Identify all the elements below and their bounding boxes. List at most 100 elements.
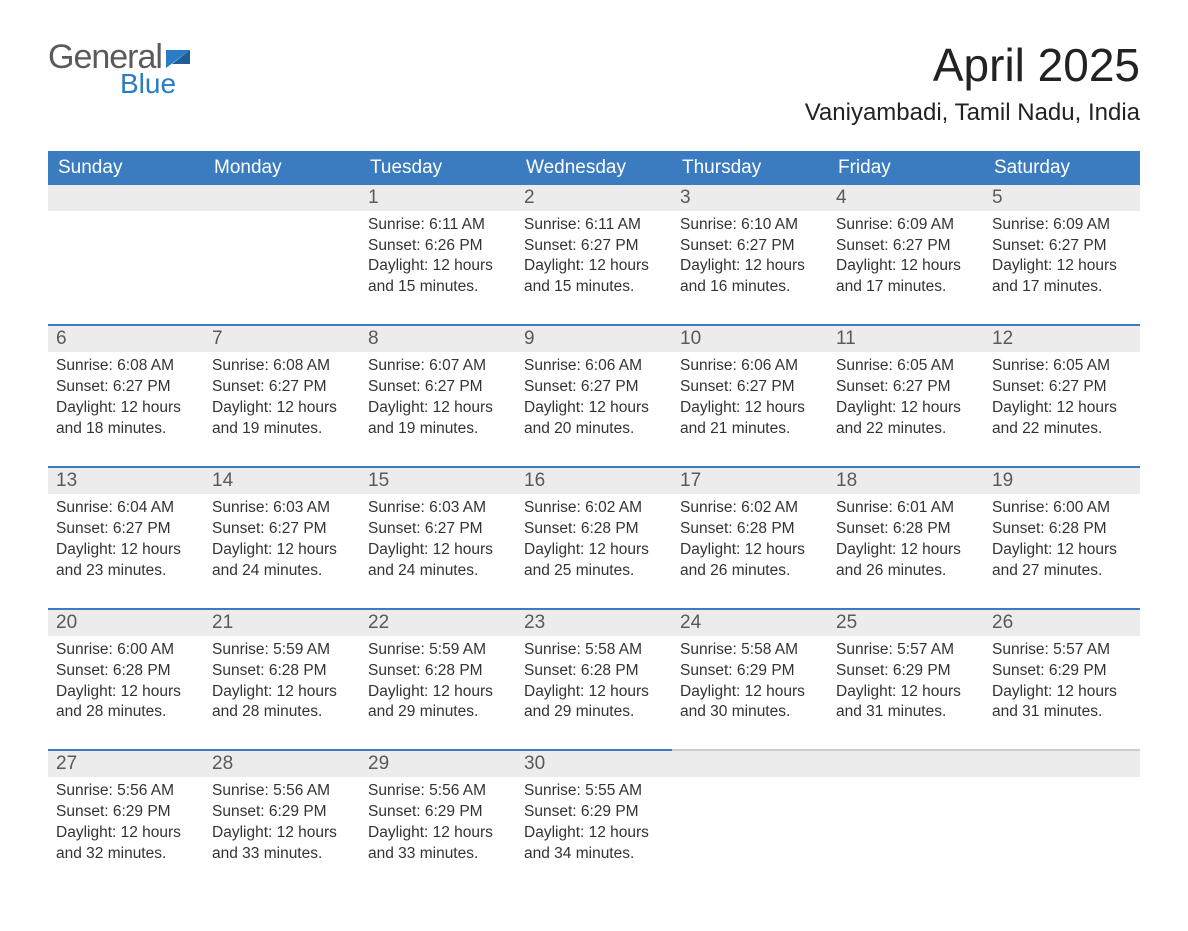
day-dl1: Daylight: 12 hours [836, 256, 976, 277]
day-dl2: and 33 minutes. [368, 844, 508, 865]
day-dl2: and 30 minutes. [680, 702, 820, 723]
day-body: Sunrise: 5:59 AMSunset: 6:28 PMDaylight:… [360, 636, 516, 750]
day-dl1: Daylight: 12 hours [212, 823, 352, 844]
day-number: 24 [672, 608, 828, 636]
day-ss: Sunset: 6:27 PM [56, 377, 196, 398]
day-cell: 11Sunrise: 6:05 AMSunset: 6:27 PMDayligh… [828, 324, 984, 466]
day-cell: 27Sunrise: 5:56 AMSunset: 6:29 PMDayligh… [48, 749, 204, 891]
day-number-empty [204, 185, 360, 211]
day-ss: Sunset: 6:27 PM [212, 519, 352, 540]
day-dl2: and 25 minutes. [524, 561, 664, 582]
day-dl2: and 26 minutes. [680, 561, 820, 582]
dow-saturday: Saturday [984, 151, 1140, 185]
day-dl2: and 26 minutes. [836, 561, 976, 582]
day-body: Sunrise: 6:04 AMSunset: 6:27 PMDaylight:… [48, 494, 204, 608]
day-number: 10 [672, 324, 828, 352]
day-cell: 19Sunrise: 6:00 AMSunset: 6:28 PMDayligh… [984, 466, 1140, 608]
day-number: 12 [984, 324, 1140, 352]
day-number: 6 [48, 324, 204, 352]
day-ss: Sunset: 6:27 PM [836, 377, 976, 398]
day-cell [672, 749, 828, 891]
day-body: Sunrise: 6:08 AMSunset: 6:27 PMDaylight:… [48, 352, 204, 466]
day-cell: 14Sunrise: 6:03 AMSunset: 6:27 PMDayligh… [204, 466, 360, 608]
day-number: 3 [672, 185, 828, 211]
day-cell: 30Sunrise: 5:55 AMSunset: 6:29 PMDayligh… [516, 749, 672, 891]
day-dl1: Daylight: 12 hours [524, 398, 664, 419]
day-sr: Sunrise: 6:03 AM [368, 498, 508, 519]
day-ss: Sunset: 6:28 PM [680, 519, 820, 540]
day-body: Sunrise: 6:00 AMSunset: 6:28 PMDaylight:… [48, 636, 204, 750]
day-dl2: and 28 minutes. [56, 702, 196, 723]
day-sr: Sunrise: 5:57 AM [992, 640, 1132, 661]
day-sr: Sunrise: 5:58 AM [524, 640, 664, 661]
day-dl1: Daylight: 12 hours [680, 398, 820, 419]
day-dl1: Daylight: 12 hours [368, 540, 508, 561]
day-body: Sunrise: 5:56 AMSunset: 6:29 PMDaylight:… [204, 777, 360, 891]
day-sr: Sunrise: 6:09 AM [836, 215, 976, 236]
day-sr: Sunrise: 6:05 AM [836, 356, 976, 377]
day-number-empty [984, 749, 1140, 777]
day-ss: Sunset: 6:29 PM [836, 661, 976, 682]
day-dl2: and 22 minutes. [992, 419, 1132, 440]
day-ss: Sunset: 6:27 PM [992, 236, 1132, 257]
day-cell [204, 185, 360, 325]
header: General Blue April 2025 Vaniyambadi, Tam… [48, 40, 1140, 127]
day-dl2: and 22 minutes. [836, 419, 976, 440]
day-ss: Sunset: 6:29 PM [368, 802, 508, 823]
day-dl1: Daylight: 12 hours [212, 682, 352, 703]
day-dl1: Daylight: 12 hours [992, 540, 1132, 561]
week-row: 6Sunrise: 6:08 AMSunset: 6:27 PMDaylight… [48, 324, 1140, 466]
day-body: Sunrise: 6:01 AMSunset: 6:28 PMDaylight:… [828, 494, 984, 608]
flag-icon [166, 50, 190, 68]
day-cell [984, 749, 1140, 891]
day-dl1: Daylight: 12 hours [368, 682, 508, 703]
day-sr: Sunrise: 5:59 AM [212, 640, 352, 661]
logo-text-blue: Blue [120, 70, 176, 98]
day-number: 5 [984, 185, 1140, 211]
day-ss: Sunset: 6:29 PM [524, 802, 664, 823]
title-block: April 2025 Vaniyambadi, Tamil Nadu, Indi… [805, 40, 1140, 127]
day-dl1: Daylight: 12 hours [212, 398, 352, 419]
day-number-empty [828, 749, 984, 777]
day-sr: Sunrise: 6:02 AM [680, 498, 820, 519]
day-body: Sunrise: 6:02 AMSunset: 6:28 PMDaylight:… [516, 494, 672, 608]
day-number: 8 [360, 324, 516, 352]
day-dl2: and 24 minutes. [368, 561, 508, 582]
day-number-empty [672, 749, 828, 777]
day-ss: Sunset: 6:29 PM [680, 661, 820, 682]
day-body: Sunrise: 6:11 AMSunset: 6:26 PMDaylight:… [360, 211, 516, 325]
day-dl1: Daylight: 12 hours [992, 398, 1132, 419]
day-dl2: and 27 minutes. [992, 561, 1132, 582]
day-number: 30 [516, 749, 672, 777]
day-ss: Sunset: 6:28 PM [836, 519, 976, 540]
day-dl2: and 20 minutes. [524, 419, 664, 440]
day-sr: Sunrise: 6:08 AM [56, 356, 196, 377]
day-sr: Sunrise: 6:02 AM [524, 498, 664, 519]
day-ss: Sunset: 6:27 PM [56, 519, 196, 540]
day-sr: Sunrise: 5:59 AM [368, 640, 508, 661]
day-sr: Sunrise: 6:01 AM [836, 498, 976, 519]
day-cell: 15Sunrise: 6:03 AMSunset: 6:27 PMDayligh… [360, 466, 516, 608]
day-ss: Sunset: 6:29 PM [56, 802, 196, 823]
day-ss: Sunset: 6:26 PM [368, 236, 508, 257]
day-dl1: Daylight: 12 hours [836, 682, 976, 703]
day-ss: Sunset: 6:27 PM [836, 236, 976, 257]
week-row: 27Sunrise: 5:56 AMSunset: 6:29 PMDayligh… [48, 749, 1140, 891]
day-cell: 22Sunrise: 5:59 AMSunset: 6:28 PMDayligh… [360, 608, 516, 750]
day-sr: Sunrise: 6:11 AM [524, 215, 664, 236]
day-number: 22 [360, 608, 516, 636]
day-dl2: and 17 minutes. [992, 277, 1132, 298]
day-dl2: and 15 minutes. [368, 277, 508, 298]
day-dl1: Daylight: 12 hours [836, 398, 976, 419]
day-dl2: and 18 minutes. [56, 419, 196, 440]
day-sr: Sunrise: 6:03 AM [212, 498, 352, 519]
day-body-empty [204, 211, 360, 262]
day-cell: 10Sunrise: 6:06 AMSunset: 6:27 PMDayligh… [672, 324, 828, 466]
day-cell: 24Sunrise: 5:58 AMSunset: 6:29 PMDayligh… [672, 608, 828, 750]
day-dl2: and 31 minutes. [836, 702, 976, 723]
day-number: 14 [204, 466, 360, 494]
day-sr: Sunrise: 5:56 AM [368, 781, 508, 802]
day-sr: Sunrise: 5:56 AM [212, 781, 352, 802]
calendar-table: Sunday Monday Tuesday Wednesday Thursday… [48, 151, 1140, 891]
day-body: Sunrise: 6:02 AMSunset: 6:28 PMDaylight:… [672, 494, 828, 608]
